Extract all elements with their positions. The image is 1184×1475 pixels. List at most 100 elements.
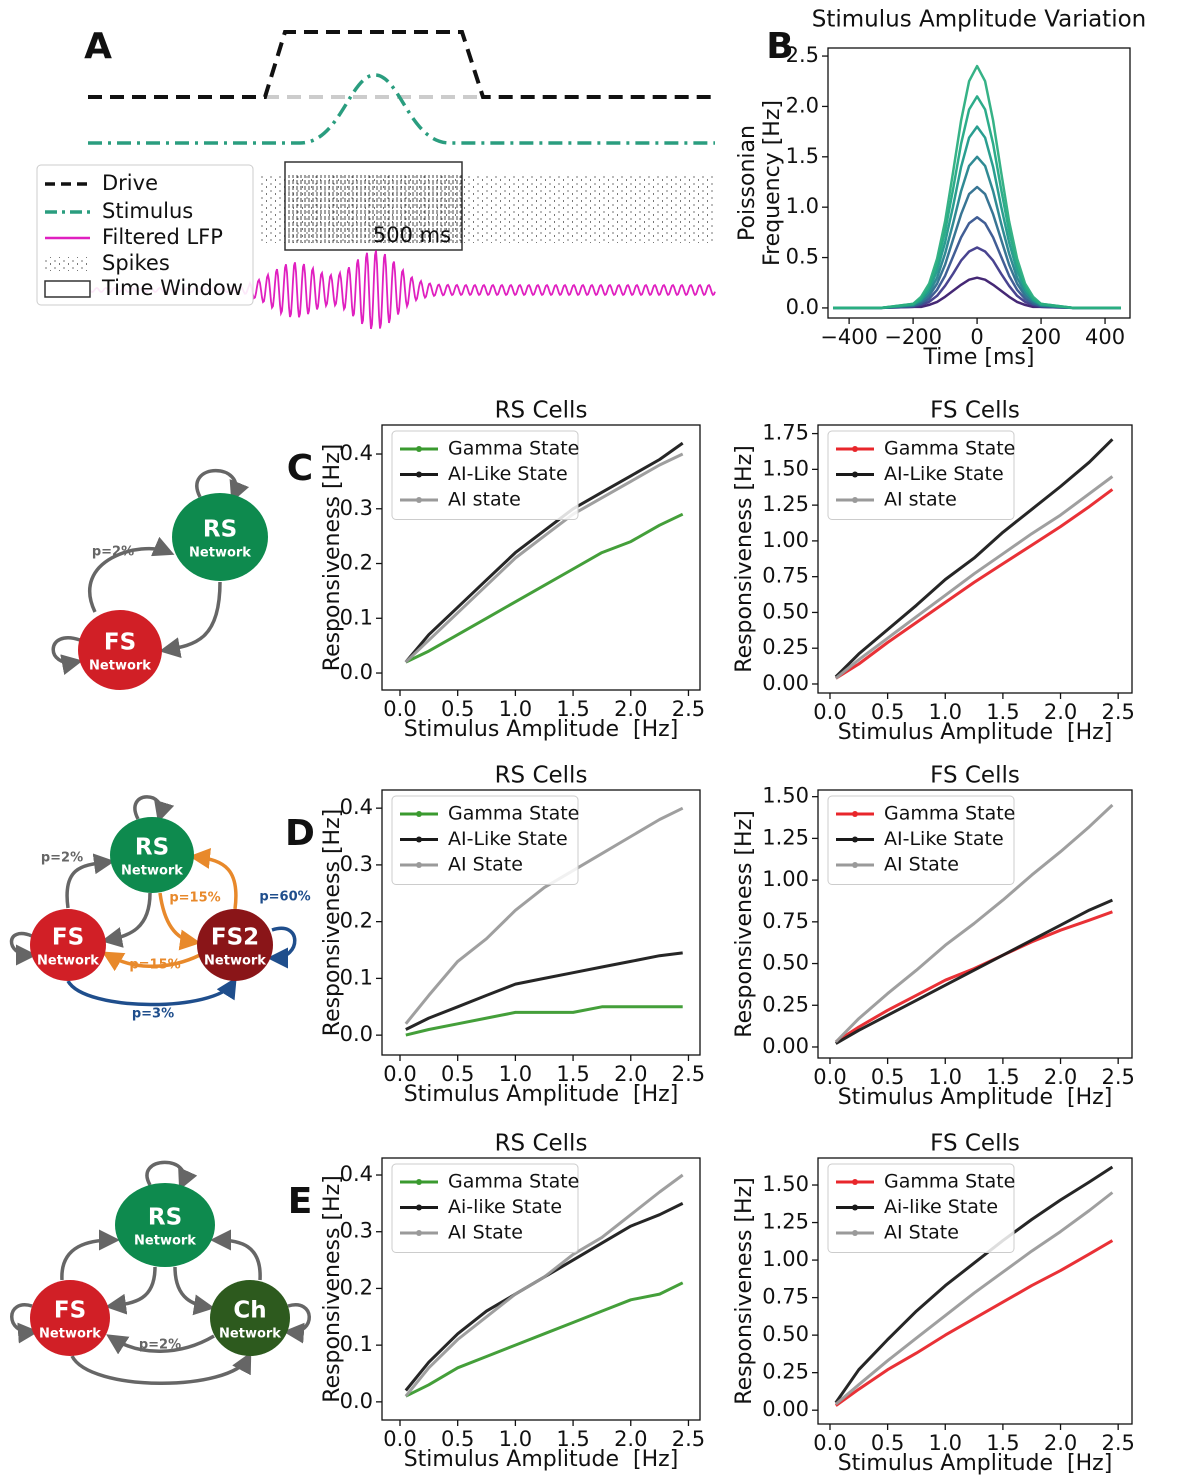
legend-label: AI State xyxy=(884,854,959,876)
schematic-a: A 500 ms Drive Stimulus Filtered LFP Spi… xyxy=(36,26,716,330)
drive-trace xyxy=(88,30,715,99)
x-tick-label: 2.5 xyxy=(1101,700,1134,724)
y-tick-label: 0.4 xyxy=(340,1162,373,1186)
legend-marker xyxy=(416,1230,422,1236)
y-tick-label: 0.2 xyxy=(340,1275,373,1299)
node-sublabel: Network xyxy=(37,954,99,969)
y-tick-label: 0.4 xyxy=(340,795,373,819)
legend-label: Gamma State xyxy=(448,803,579,825)
x-tick-label: 2.5 xyxy=(1101,1431,1134,1455)
y-tick-label: 0.1 xyxy=(340,605,373,629)
x-axis-label: Stimulus Amplitude [Hz] xyxy=(404,1447,679,1472)
x-tick-label: 1.0 xyxy=(499,1062,532,1086)
y-tick-label: 2.5 xyxy=(786,43,819,67)
series-line xyxy=(834,910,1113,1044)
legend-label: Time Window xyxy=(101,276,243,300)
legend-label: AI state xyxy=(448,489,521,511)
x-tick-label: 2.5 xyxy=(1101,1065,1134,1089)
y-tick-label: 0.0 xyxy=(340,1022,373,1046)
x-tick-label: 2.0 xyxy=(1044,1065,1077,1089)
legend-box xyxy=(827,1163,1015,1253)
node-label: RS xyxy=(203,517,237,543)
series-line xyxy=(834,438,1114,678)
legend-label: AI State xyxy=(448,1222,523,1244)
arrow xyxy=(101,892,152,948)
series-line xyxy=(833,64,1121,310)
legend-label: Ai-like State xyxy=(884,1196,998,1218)
series-line xyxy=(833,216,1121,310)
edge-label: p=2% xyxy=(41,851,83,866)
y-axis-label: Responsiveness [Hz] xyxy=(732,445,757,672)
x-tick-label: 0 xyxy=(970,325,983,349)
edge-label: p=3% xyxy=(132,1007,174,1022)
y-tick-label: 0.0 xyxy=(340,660,373,684)
chart-title: RS Cells xyxy=(495,398,588,424)
plot-frame xyxy=(381,424,701,691)
series-line xyxy=(405,1005,683,1037)
y-tick-label: 1.75 xyxy=(762,421,809,445)
x-tick-label: −400 xyxy=(820,325,878,349)
x-axis-label: Stimulus Amplitude [Hz] xyxy=(838,720,1113,745)
y-tick-label: 0.25 xyxy=(762,1360,809,1384)
y-axis-label: Responsiveness [Hz] xyxy=(320,444,345,671)
arrow xyxy=(105,1266,157,1315)
arrow xyxy=(65,853,115,909)
x-axis-label: Stimulus Amplitude [Hz] xyxy=(404,717,679,742)
arrow xyxy=(66,977,237,1007)
arrow xyxy=(60,1229,120,1281)
arrow xyxy=(195,468,250,503)
legend-label: AI-Like State xyxy=(884,828,1004,850)
legend-label: Gamma State xyxy=(448,438,579,460)
series-line xyxy=(405,1281,684,1398)
series-line xyxy=(835,488,1114,680)
chart: 0.0 0.5 1.0 1.5 2.0 2.5 0.00 0.25 0.50 0.75 1.00 1.… xyxy=(732,763,1135,1111)
arrow xyxy=(267,926,297,969)
spike-raster-dense xyxy=(285,175,462,243)
x-tick-label: 0.5 xyxy=(441,1062,474,1086)
node-sublabel: Network xyxy=(204,954,266,969)
x-tick-label: 400 xyxy=(1085,325,1125,349)
y-tick-label: 1.00 xyxy=(762,528,809,552)
plot-frame xyxy=(817,424,1133,694)
x-tick-label: −200 xyxy=(884,325,942,349)
series-line xyxy=(404,452,684,664)
x-tick-label: 2.5 xyxy=(672,1062,705,1086)
legend-label: Spikes xyxy=(102,251,170,275)
network-node xyxy=(172,493,268,581)
arrow xyxy=(106,1334,215,1355)
stimulus-trace xyxy=(88,73,715,145)
y-axis-label: Responsiveness [Hz] xyxy=(732,810,757,1037)
y-tick-label: 0.25 xyxy=(762,992,809,1016)
node-label: FS xyxy=(104,630,136,656)
y-tick-label: 0.0 xyxy=(786,295,819,319)
x-tick-label: 0.0 xyxy=(813,1431,846,1455)
legend-marker xyxy=(852,811,858,817)
x-tick-label: 1.5 xyxy=(556,1062,589,1086)
diagram-arrows xyxy=(9,468,311,1385)
y-tick-label: 1.00 xyxy=(762,867,809,891)
network-node xyxy=(30,909,106,981)
x-tick-label: 1.5 xyxy=(986,1431,1019,1455)
legend-marker xyxy=(416,471,422,478)
network-node xyxy=(110,817,194,893)
legend-marker xyxy=(416,1204,422,1211)
legend-marker xyxy=(852,1179,858,1185)
arrow xyxy=(70,1351,252,1385)
panel-letter: E xyxy=(288,1181,313,1222)
legend-label: AI State xyxy=(884,1222,959,1244)
arrow xyxy=(10,1303,39,1344)
series-line xyxy=(833,155,1121,310)
edge-label: p=2% xyxy=(92,545,134,560)
legend-label: AI State xyxy=(448,854,523,876)
legend-marker xyxy=(416,862,422,868)
x-tick-label: 0.5 xyxy=(441,697,474,721)
legend-box xyxy=(391,430,579,520)
x-tick-label: 1.0 xyxy=(499,697,532,721)
y-tick-label: 1.0 xyxy=(786,194,819,218)
series-line xyxy=(834,1191,1114,1406)
x-tick-label: 0.5 xyxy=(441,1427,474,1451)
series-line xyxy=(833,95,1121,310)
legend-marker xyxy=(852,862,858,868)
arrow xyxy=(173,1266,215,1316)
legend-label: Gamma State xyxy=(448,1171,579,1193)
